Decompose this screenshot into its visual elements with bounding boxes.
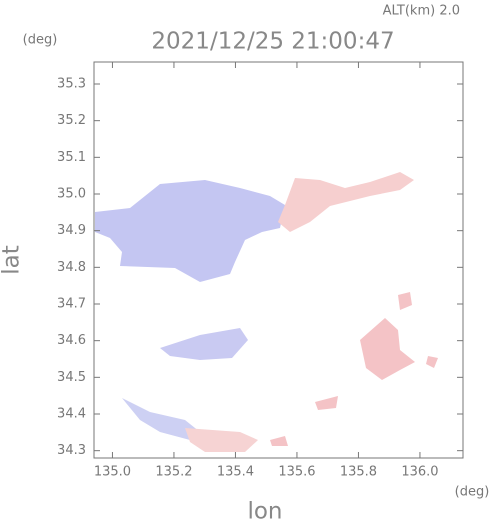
echo-areas (95, 172, 438, 452)
y-tick-label: 34.4 (57, 407, 86, 422)
echo-red (185, 428, 258, 452)
y-unit: (deg) (23, 33, 58, 48)
x-tick-label: 135.0 (94, 465, 131, 480)
y-tick-label: 34.6 (57, 333, 86, 348)
y-tick-label: 34.8 (57, 260, 86, 275)
y-tick-label: 34.3 (57, 443, 86, 458)
x-tick-label: 136.0 (401, 465, 438, 480)
x-tick-label: 135.2 (155, 465, 192, 480)
echo-blue (122, 398, 200, 440)
x-axis-label: lon (247, 499, 282, 521)
x-tick-label: 135.8 (340, 465, 377, 480)
x-tick-label: 135.6 (278, 465, 315, 480)
y-tick-label: 34.5 (57, 370, 86, 385)
plot-frame (93, 61, 464, 459)
y-tick-label: 34.7 (57, 297, 86, 312)
altitude-label: ALT(km) 2.0 (383, 4, 460, 19)
y-tick-label: 35.1 (57, 150, 86, 165)
y-tick-label: 35.3 (57, 77, 86, 92)
x-tick-label: 135.4 (217, 465, 254, 480)
echo-red (360, 318, 415, 380)
y-axis-label: lat (0, 245, 25, 275)
chart-title: 2021/12/25 21:00:47 (151, 29, 394, 55)
echo-red (278, 172, 414, 232)
echo-blue (95, 180, 285, 282)
echo-red (270, 292, 438, 446)
y-tick-label: 34.9 (57, 223, 86, 238)
y-tick-label: 35.2 (57, 113, 86, 128)
x-unit: (deg) (455, 485, 490, 500)
echo-blue (160, 328, 248, 360)
y-tick-label: 35.0 (57, 187, 86, 202)
